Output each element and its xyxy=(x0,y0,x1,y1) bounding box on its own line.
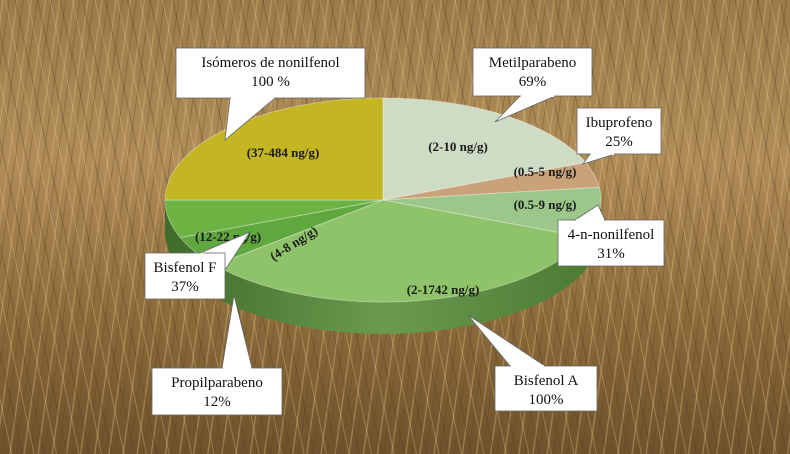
callout-percent: 25% xyxy=(605,134,633,150)
callout-box: 4-n-nonilfenol 31% xyxy=(557,204,665,267)
callout-box: Bisfenol F 37% xyxy=(144,231,252,300)
callout-name: Bisfenol A xyxy=(514,373,579,389)
callout-background xyxy=(472,47,593,97)
callout-background xyxy=(557,219,665,267)
callout-box: Propilparabeno 12% xyxy=(151,294,283,416)
callout-percent: 100 % xyxy=(251,74,290,90)
callout-box: Ibuprofeno 25% xyxy=(576,107,662,165)
callouts: Metilparabeno 69% Ibuprofeno 25% 4-n-nonilfe… xyxy=(144,47,665,416)
callout-percent: 69% xyxy=(519,74,547,90)
callout-box: Isómeros de nonilfenol 100 % xyxy=(175,47,366,141)
callout-background xyxy=(175,47,366,99)
callout-percent: 100% xyxy=(529,392,564,408)
callout-background xyxy=(576,107,662,155)
callout-name: Isómeros de nonilfenol xyxy=(201,55,339,71)
slice-range-label: (37-484 ng/g) xyxy=(247,145,320,160)
callout-box: Metilparabeno 69% xyxy=(472,47,593,123)
callout-percent: 37% xyxy=(171,279,199,295)
callout-name: 4-n-nonilfenol xyxy=(568,227,655,243)
callout-box: Bisfenol A 100% xyxy=(467,314,598,412)
pie-side xyxy=(165,200,601,334)
slice-range-label: (2-10 ng/g) xyxy=(428,139,488,154)
pie-slices xyxy=(164,97,602,303)
callout-background xyxy=(494,365,598,412)
callout-name: Metilparabeno xyxy=(489,55,576,71)
callout-name: Bisfenol F xyxy=(154,260,217,276)
callout-name: Ibuprofeno xyxy=(586,115,653,131)
slice-range-label: (0.5-9 ng/g) xyxy=(514,197,577,212)
pie-slice xyxy=(164,199,384,239)
callout-background xyxy=(151,367,283,416)
pie-slice xyxy=(213,199,587,303)
callout-name: Propilparabeno xyxy=(171,375,263,391)
slice-range-label: (0.5-5 ng/g) xyxy=(514,164,577,179)
callout-percent: 12% xyxy=(203,394,231,410)
callout-percent: 31% xyxy=(597,246,625,262)
slice-range-label: (2-1742 ng/g) xyxy=(407,282,480,297)
